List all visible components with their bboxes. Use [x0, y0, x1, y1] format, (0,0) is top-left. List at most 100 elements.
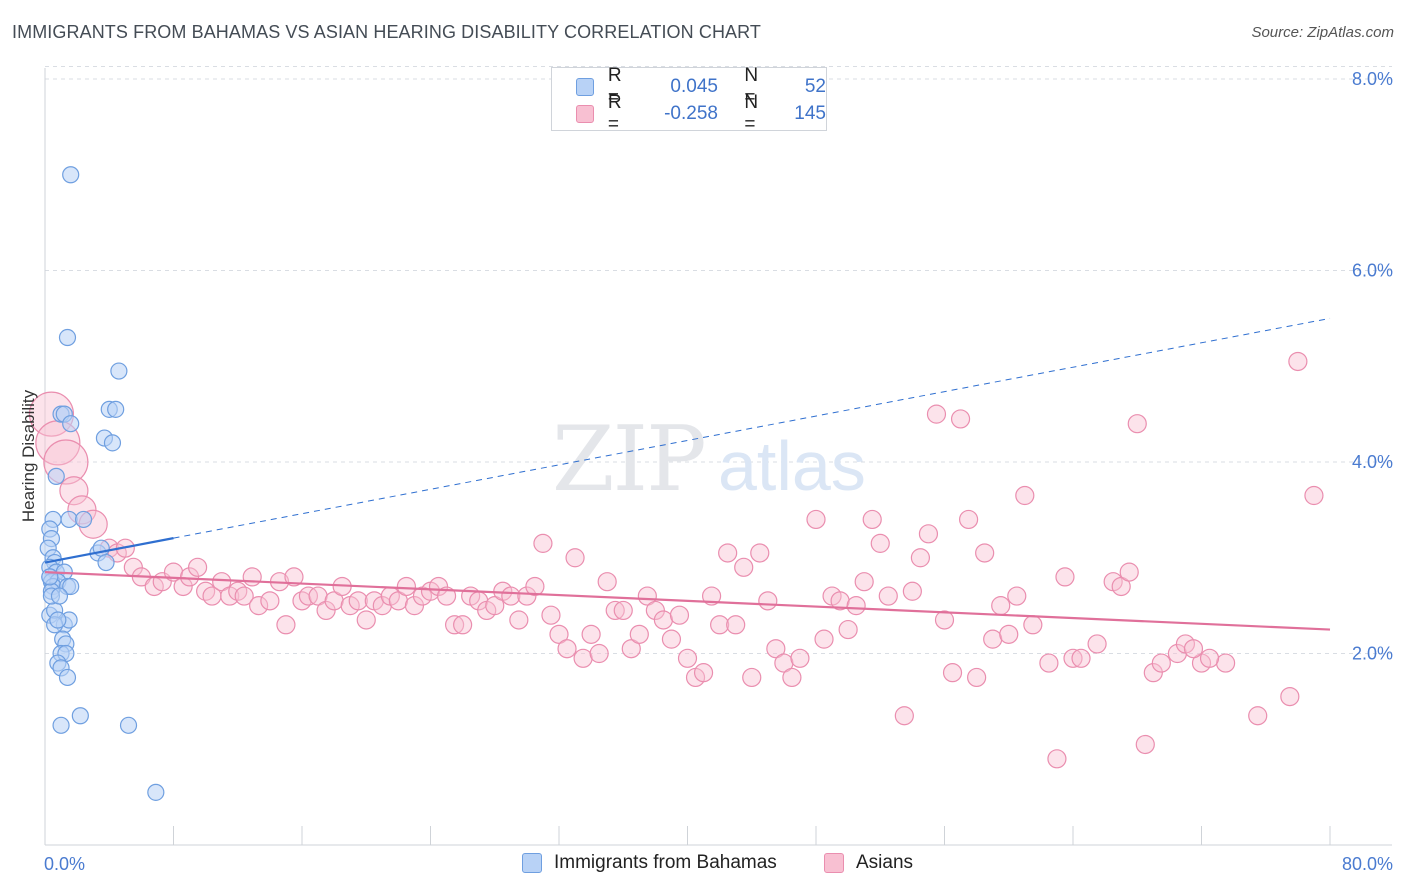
- bahamas-trend-solid: [44, 537, 174, 564]
- asians-point: [298, 586, 319, 606]
- asians-point: [870, 533, 890, 553]
- asians-point: [597, 572, 617, 592]
- asians-point: [242, 567, 262, 587]
- asians-point: [1199, 648, 1220, 668]
- bahamas-point: [58, 668, 77, 687]
- asians-point: [348, 591, 368, 611]
- bahamas-swatch: [576, 78, 594, 96]
- bahamas-point: [97, 553, 115, 572]
- asians-point: [701, 586, 722, 606]
- y-tick-label: 8.0%: [1352, 69, 1393, 89]
- legend-bahamas-label: Immigrants from Bahamas: [554, 852, 777, 873]
- asians-point: [565, 548, 585, 568]
- legend-row-asians: R = -0.258 N = 145: [576, 92, 826, 135]
- asians-point: [59, 476, 89, 506]
- asians-point: [1063, 648, 1083, 668]
- x-tick-label: 0.0%: [44, 854, 85, 874]
- asians-point: [1087, 634, 1107, 654]
- asians-point: [557, 639, 577, 659]
- bahamas-point: [60, 510, 78, 529]
- bahamas-points: [39, 166, 165, 801]
- x-tick-label: 80.0%: [1342, 854, 1393, 874]
- r-label: R =: [607, 65, 622, 108]
- bahamas-point: [52, 716, 70, 734]
- asians-point: [766, 639, 786, 659]
- bahamas-point: [62, 577, 80, 596]
- asians-point: [862, 509, 882, 530]
- asians-point: [234, 586, 254, 606]
- bahamas-point: [62, 166, 80, 184]
- asians-point: [750, 543, 770, 563]
- bahamas-point: [49, 611, 67, 629]
- trend-lines: [44, 317, 1331, 631]
- asians-point: [902, 581, 922, 601]
- asians-point: [1143, 663, 1163, 683]
- asians-point: [249, 596, 269, 616]
- asians-point: [404, 596, 425, 616]
- grid-lines: [45, 66, 1392, 654]
- asians-point: [653, 610, 674, 630]
- y-tick-label: 2.0%: [1352, 644, 1393, 664]
- asians-point: [1039, 653, 1059, 673]
- asians-point: [605, 600, 625, 621]
- watermark-atlas: atlas: [718, 427, 866, 505]
- asians-point: [742, 667, 762, 688]
- asians-point: [782, 667, 802, 688]
- asians-point: [645, 600, 665, 621]
- asians-point: [999, 624, 1019, 644]
- asians-point: [356, 610, 376, 630]
- asians-point: [276, 615, 296, 635]
- chart-title: IMMIGRANTS FROM BAHAMAS VS ASIAN HEARING…: [12, 22, 762, 42]
- bahamas-point: [110, 362, 128, 380]
- asians-point: [1047, 749, 1067, 769]
- bahamas-point: [58, 328, 77, 347]
- asians-point: [718, 543, 738, 563]
- asians-point: [613, 600, 633, 621]
- stats-legend: R = 0.045 N = 52 R = -0.258 N = 145: [551, 65, 827, 135]
- asians-point: [1055, 567, 1075, 587]
- asians-point: [1135, 734, 1155, 755]
- asians-point: [983, 629, 1003, 649]
- asians-point: [581, 624, 601, 644]
- asians-point: [260, 591, 280, 611]
- asians-point: [533, 533, 553, 553]
- bahamas-point: [47, 467, 65, 485]
- asians-point: [212, 572, 232, 592]
- tick-labels: 2.0% 4.0% 6.0% 8.0% 0.0% 80.0%: [44, 69, 1393, 874]
- legend-asians: Asians: [824, 852, 913, 874]
- asians-point: [187, 557, 208, 577]
- asians-point: [541, 605, 561, 625]
- asians-point: [942, 663, 963, 683]
- asians-point: [967, 667, 987, 688]
- asians-point: [710, 615, 730, 635]
- asians-point: [1215, 653, 1236, 673]
- asians-point: [1280, 686, 1300, 707]
- asians-point: [910, 548, 931, 568]
- asians-point: [573, 648, 593, 668]
- asians-point: [436, 586, 457, 606]
- asians-point: [854, 572, 874, 592]
- n-value-asians: 145: [794, 103, 826, 124]
- asians-point: [1248, 706, 1268, 726]
- watermark: ZIP atlas: [552, 407, 866, 512]
- asians-point: [975, 543, 995, 563]
- asians-point: [734, 557, 754, 577]
- asians-point: [589, 643, 609, 664]
- asians-point: [934, 610, 955, 630]
- asians-point: [1304, 485, 1324, 506]
- asians-point: [918, 524, 939, 544]
- asians-point: [661, 629, 682, 649]
- bahamas-point: [103, 434, 122, 452]
- bahamas-point: [107, 400, 125, 418]
- y-tick-label: 6.0%: [1352, 261, 1393, 281]
- asians-point: [1119, 562, 1139, 582]
- asians-point: [958, 509, 979, 530]
- asians-point: [453, 615, 473, 635]
- asians-point: [726, 615, 746, 635]
- asians-point: [790, 648, 810, 668]
- asians-legend-swatch: [824, 853, 844, 873]
- legend-bahamas: Immigrants from Bahamas: [522, 852, 777, 874]
- n-label: N =: [744, 65, 759, 108]
- asians-point: [525, 576, 545, 597]
